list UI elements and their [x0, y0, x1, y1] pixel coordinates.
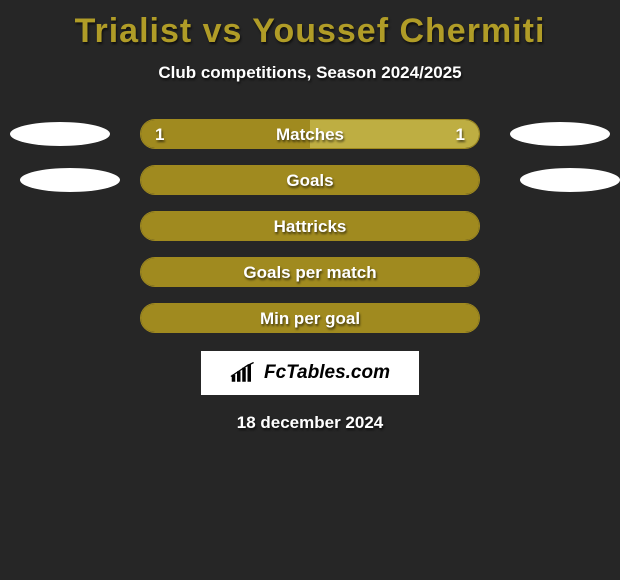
- page-title: Trialist vs Youssef Chermiti: [0, 0, 620, 51]
- bar-track: Min per goal: [140, 303, 480, 333]
- bar-right-fill: [310, 120, 479, 148]
- logo: FcTables.com: [230, 362, 390, 384]
- comparison-widget: Trialist vs Youssef Chermiti Club compet…: [0, 0, 620, 580]
- right-team-marker: [510, 122, 610, 146]
- bar-track: Goals: [140, 165, 480, 195]
- stat-row: Goals per match: [0, 257, 620, 287]
- bar-chart-icon: [230, 362, 258, 384]
- stat-row: 11Matches: [0, 119, 620, 149]
- bar-left-fill: [141, 304, 479, 332]
- bar-left-fill: [141, 166, 479, 194]
- logo-box: FcTables.com: [201, 351, 419, 395]
- stat-row: Min per goal: [0, 303, 620, 333]
- title-text: Trialist vs Youssef Chermiti: [75, 12, 546, 50]
- logo-text: FcTables.com: [264, 362, 390, 384]
- right-team-marker: [520, 168, 620, 192]
- bar-track: Hattricks: [140, 211, 480, 241]
- stat-rows: 11Matches Goals Hattricks Goals per match Mi…: [0, 119, 620, 333]
- left-team-marker: [10, 122, 110, 146]
- stat-row: Goals: [0, 165, 620, 195]
- date-line: 18 december 2024: [0, 413, 620, 433]
- bar-track: Goals per match: [140, 257, 480, 287]
- bar-left-fill: [141, 212, 479, 240]
- bar-track: 11Matches: [140, 119, 480, 149]
- bar-left-fill: [141, 120, 310, 148]
- left-team-marker: [20, 168, 120, 192]
- stat-row: Hattricks: [0, 211, 620, 241]
- bar-left-fill: [141, 258, 479, 286]
- subtitle: Club competitions, Season 2024/2025: [0, 63, 620, 83]
